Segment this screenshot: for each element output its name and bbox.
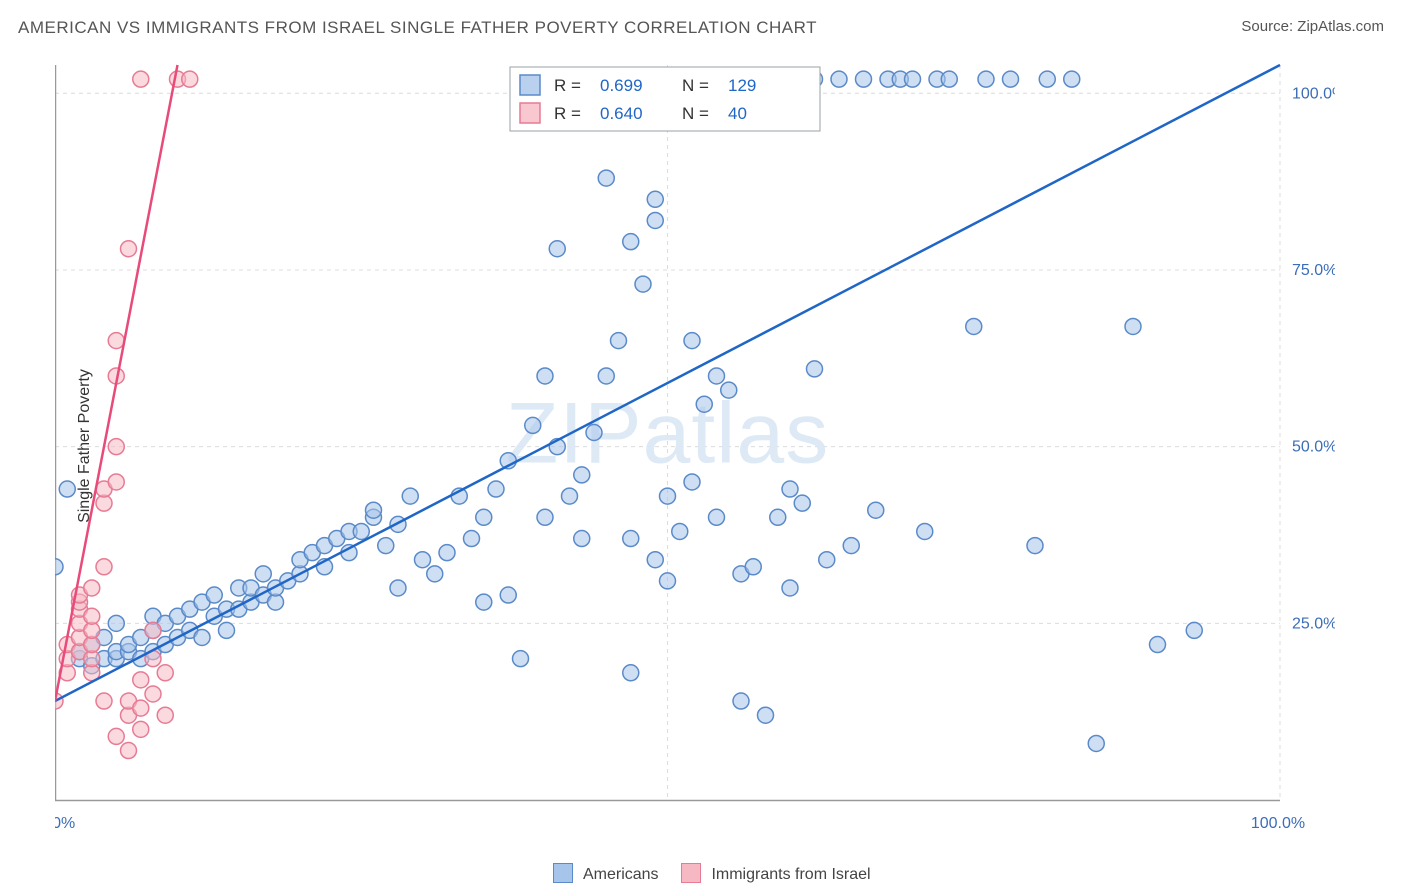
x-tick-label: 0.0% — [55, 815, 75, 832]
svg-text:N =: N = — [682, 104, 709, 123]
bottom-legend: Americans Immigrants from Israel — [0, 863, 1406, 884]
svg-text:N =: N = — [682, 76, 709, 95]
legend-swatch-israel — [681, 863, 701, 883]
source-site: ZipAtlas.com — [1297, 18, 1384, 35]
chart-title: AMERICAN VS IMMIGRANTS FROM ISRAEL SINGL… — [18, 18, 817, 38]
svg-text:R =: R = — [554, 104, 581, 123]
legend-label-israel: Immigrants from Israel — [711, 866, 870, 883]
y-tick-label: 50.0% — [1292, 439, 1335, 456]
correlation-legend: R = 0.699 N = 129 R = 0.640 N = 40 — [510, 67, 820, 131]
y-tick-label: 25.0% — [1292, 615, 1335, 632]
legend-swatch-americans — [553, 863, 573, 883]
source-prefix: Source: — [1241, 18, 1297, 35]
x-tick-label: 100.0% — [1251, 815, 1305, 832]
svg-text:129: 129 — [728, 76, 756, 95]
y-tick-label: 75.0% — [1292, 262, 1335, 279]
chart-plot-area: 25.0% 50.0% 75.0% 100.0% ZIPatlas 0.0% 100.0% R… — [55, 55, 1335, 835]
chart-svg: 25.0% 50.0% 75.0% 100.0% ZIPatlas 0.0% 100.0% R… — [55, 55, 1335, 835]
y-tick-label: 100.0% — [1292, 85, 1335, 102]
svg-text:R =: R = — [554, 76, 581, 95]
watermark: ZIPatlas — [506, 386, 829, 482]
legend-label-americans: Americans — [583, 866, 659, 883]
source-label: Source: ZipAtlas.com — [1241, 18, 1384, 35]
svg-text:0.640: 0.640 — [600, 104, 643, 123]
svg-text:0.699: 0.699 — [600, 76, 643, 95]
svg-text:40: 40 — [728, 104, 747, 123]
